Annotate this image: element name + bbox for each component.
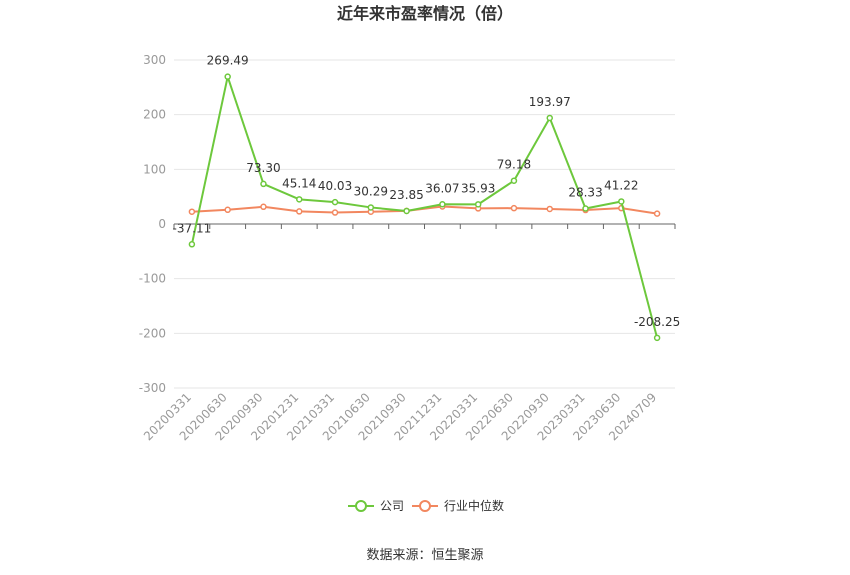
data-point[interactable] — [618, 198, 625, 205]
y-tick-label: 0 — [158, 217, 166, 231]
y-tick-label: 200 — [143, 108, 166, 122]
data-point[interactable] — [510, 177, 518, 184]
grid — [174, 59, 675, 389]
data-point[interactable] — [260, 203, 267, 211]
data-point[interactable] — [439, 201, 446, 208]
data-label: 28.33 — [568, 186, 602, 200]
data-point[interactable] — [474, 201, 482, 208]
data-point[interactable] — [331, 209, 339, 216]
data-label: 41.22 — [604, 178, 638, 192]
y-tick-label: -300 — [139, 381, 166, 395]
data-label: 269.49 — [207, 54, 249, 68]
series-line — [191, 205, 658, 215]
data-point[interactable] — [296, 208, 303, 215]
data-label: 73.30 — [246, 161, 280, 175]
data-label: -37.11 — [173, 221, 212, 235]
chart-title: 近年来市盈率情况（倍） — [337, 4, 513, 23]
data-point[interactable] — [582, 205, 589, 212]
data-point[interactable] — [653, 210, 661, 217]
data-point[interactable] — [653, 334, 661, 342]
data-point[interactable] — [403, 207, 410, 215]
y-tick-label: -100 — [139, 272, 166, 286]
legend[interactable]: 公司 行业中位数 — [348, 498, 504, 513]
data-source: 数据来源：恒生聚源 — [366, 548, 483, 563]
data-point[interactable] — [188, 241, 196, 248]
data-label: 35.93 — [461, 181, 495, 195]
data-label: 193.97 — [529, 95, 571, 109]
legend-label-industry: 行业中位数 — [444, 498, 504, 513]
y-tick-label: 300 — [143, 53, 166, 67]
data-point[interactable] — [546, 205, 553, 213]
data-label: -208.25 — [634, 315, 680, 329]
data-label: 45.14 — [282, 176, 316, 190]
data-point[interactable] — [296, 196, 303, 203]
legend-item-industry-median[interactable]: 行业中位数 — [412, 498, 504, 513]
y-tick-label: 100 — [143, 162, 166, 176]
legend-marker-company — [355, 500, 367, 512]
data-point[interactable] — [367, 204, 375, 211]
data-point[interactable] — [188, 208, 196, 215]
data-point[interactable] — [546, 114, 553, 122]
data-point[interactable] — [260, 180, 267, 188]
series-line — [190, 75, 659, 339]
data-point[interactable] — [331, 198, 339, 206]
data-label: 23.85 — [389, 188, 423, 202]
data-point[interactable] — [224, 206, 231, 214]
legend-item-company[interactable]: 公司 — [348, 499, 404, 513]
data-label: 30.29 — [354, 184, 388, 198]
data-point[interactable] — [224, 73, 231, 80]
data-label: 79.18 — [497, 158, 531, 172]
legend-marker-industry — [419, 500, 431, 512]
data-label: 40.03 — [318, 179, 352, 193]
y-tick-label: -200 — [139, 326, 166, 340]
legend-label-company: 公司 — [380, 499, 404, 513]
series — [188, 73, 661, 342]
y-axis: 300 200 100 0 -100 -200 -300 — [139, 53, 166, 395]
data-label: 36.07 — [425, 181, 459, 195]
data-point[interactable] — [510, 204, 518, 212]
